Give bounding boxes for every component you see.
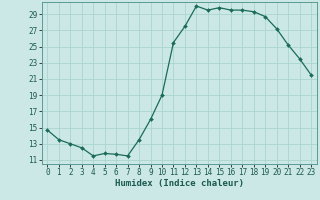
X-axis label: Humidex (Indice chaleur): Humidex (Indice chaleur) bbox=[115, 179, 244, 188]
